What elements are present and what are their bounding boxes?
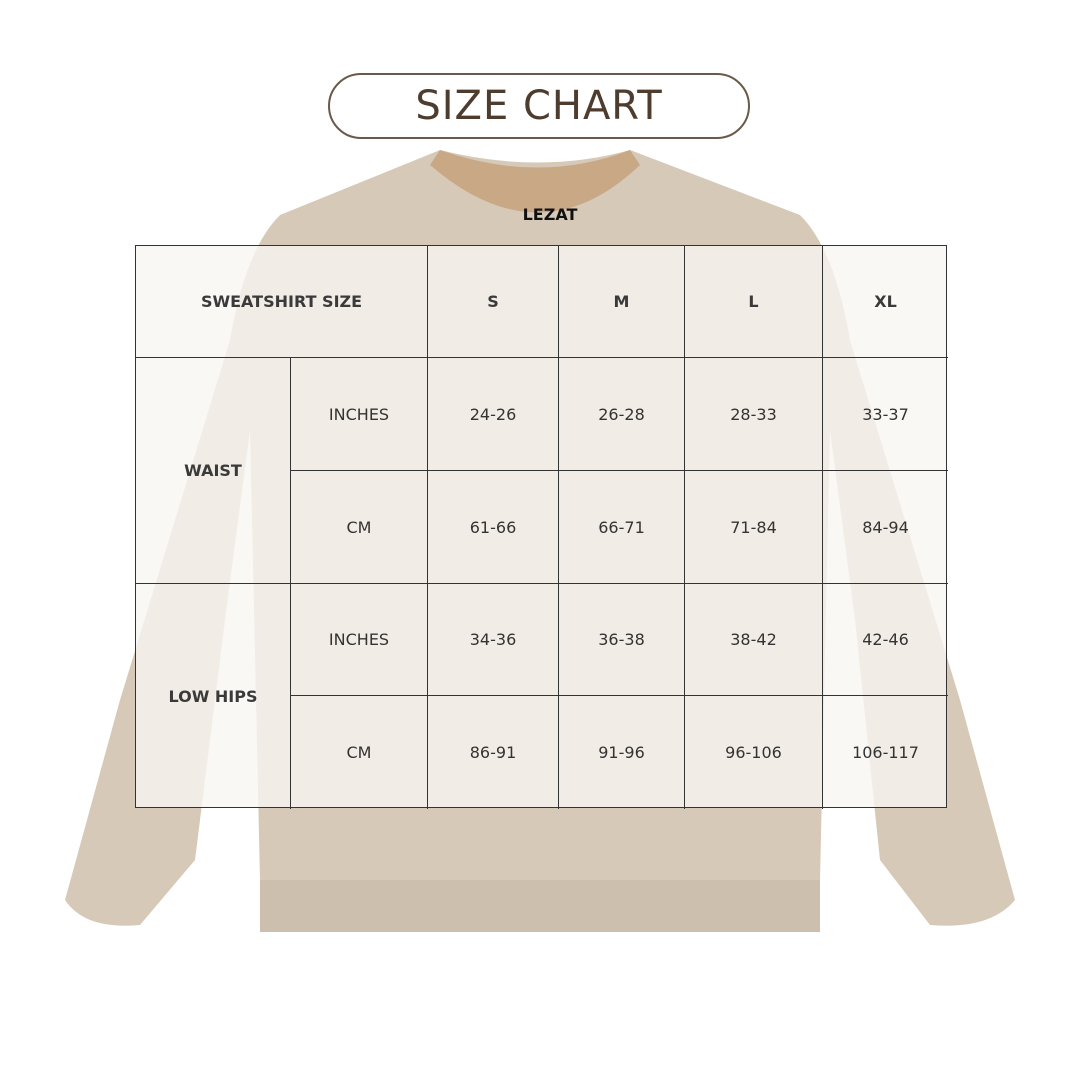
header-size-xl: XL <box>823 246 948 358</box>
value-cell: 34-36 <box>428 584 559 696</box>
value-cell: 26-28 <box>559 358 685 471</box>
value-cell: 24-26 <box>428 358 559 471</box>
value-cell: 71-84 <box>685 471 823 584</box>
value-cell: 28-33 <box>685 358 823 471</box>
value-cell: 36-38 <box>559 584 685 696</box>
header-label: SWEATSHIRT SIZE <box>136 246 428 358</box>
value-cell: 91-96 <box>559 696 685 809</box>
size-table: SWEATSHIRT SIZE S M L XL WAIST INCHES 24… <box>135 245 948 809</box>
group-label-low-hips: LOW HIPS <box>136 584 291 809</box>
value-cell: 66-71 <box>559 471 685 584</box>
size-chart-title: SIZE CHART <box>328 73 750 139</box>
value-cell: 42-46 <box>823 584 948 696</box>
value-cell: 106-117 <box>852 743 919 762</box>
group-label-waist: WAIST <box>136 358 291 584</box>
unit-cell: CM <box>291 471 428 584</box>
value-cell: 33-37 <box>823 358 948 471</box>
value-cell: 84-94 <box>823 471 948 584</box>
value-cell: 86-91 <box>428 696 559 809</box>
unit-cell: INCHES <box>291 584 428 696</box>
unit-cell: CM <box>291 696 428 809</box>
header-size-s: S <box>428 246 559 358</box>
header-size-m: M <box>559 246 685 358</box>
unit-cell: INCHES <box>291 358 428 471</box>
value-cell: 61-66 <box>428 471 559 584</box>
value-cell: 96-106 <box>685 696 823 809</box>
brand-label: LEZAT <box>522 205 578 224</box>
header-size-l: L <box>685 246 823 358</box>
value-cell: 38-42 <box>685 584 823 696</box>
